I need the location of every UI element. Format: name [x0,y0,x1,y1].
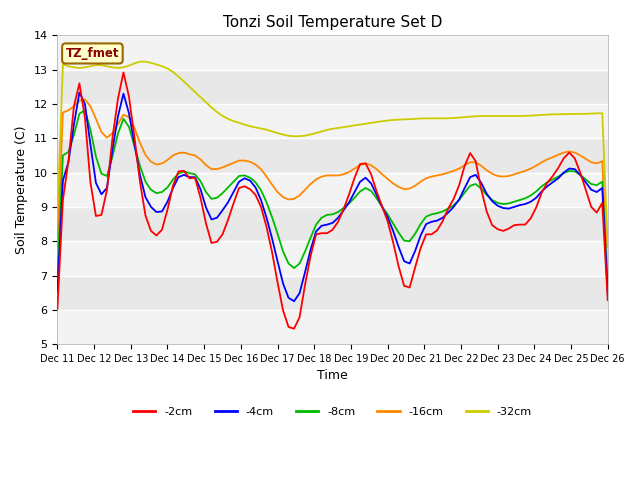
Bar [58,104,608,138]
Bar [58,173,608,207]
Text: TZ_fmet: TZ_fmet [66,47,119,60]
Title: Tonzi Soil Temperature Set D: Tonzi Soil Temperature Set D [223,15,442,30]
Bar [58,310,608,344]
X-axis label: Time: Time [317,370,348,383]
Y-axis label: Soil Temperature (C): Soil Temperature (C) [15,125,28,254]
Bar [58,241,608,276]
Legend: -2cm, -4cm, -8cm, -16cm, -32cm: -2cm, -4cm, -8cm, -16cm, -32cm [129,402,536,421]
Bar [58,36,608,70]
